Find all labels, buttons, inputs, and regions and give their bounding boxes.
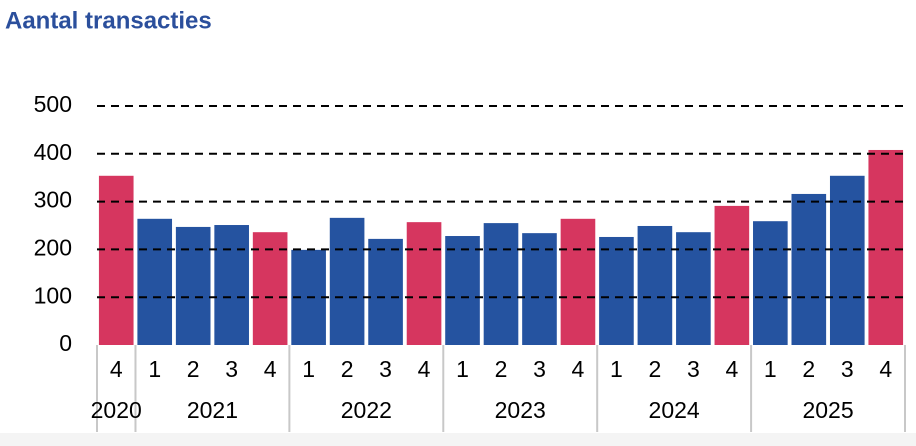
bar [676, 232, 711, 345]
x-tick-label: 2 [649, 356, 662, 382]
y-tick-label: 0 [59, 330, 72, 356]
y-tick-label: 200 [34, 234, 72, 260]
footer-band [0, 433, 916, 446]
x-tick-label: 4 [725, 356, 738, 382]
x-tick-label: 1 [302, 356, 315, 382]
bar [445, 236, 480, 345]
x-tick-label: 2 [495, 356, 508, 382]
x-tick-label: 1 [764, 356, 777, 382]
x-group-label: 2021 [187, 397, 238, 423]
bar [753, 221, 788, 345]
x-tick-label: 3 [687, 356, 700, 382]
y-tick-label: 100 [34, 282, 72, 308]
bar [637, 225, 673, 345]
x-tick-label: 1 [610, 356, 623, 382]
bar [522, 233, 557, 345]
bar [599, 236, 634, 345]
x-tick-label: 2 [341, 356, 354, 382]
bar [560, 218, 596, 345]
x-tick-label: 4 [110, 356, 123, 382]
x-tick-label: 1 [456, 356, 469, 382]
y-tick-label: 400 [34, 139, 72, 165]
bar [98, 175, 134, 345]
x-group-label: 2024 [649, 397, 700, 423]
x-tick-label: 3 [841, 356, 854, 382]
x-tick-label: 2 [802, 356, 815, 382]
x-group-label: 2022 [341, 397, 392, 423]
bar [252, 232, 288, 345]
y-tick-label: 300 [34, 187, 72, 213]
x-tick-label: 4 [879, 356, 892, 382]
bar [714, 205, 750, 345]
x-tick-label: 4 [572, 356, 585, 382]
x-group-label: 2025 [802, 397, 853, 423]
x-tick-label: 3 [225, 356, 238, 382]
bar [214, 225, 249, 345]
bar [329, 217, 365, 345]
x-tick-label: 4 [264, 356, 277, 382]
bar [829, 175, 865, 345]
bar [483, 223, 519, 345]
x-tick-label: 3 [379, 356, 392, 382]
bar [368, 238, 403, 345]
y-tick-label: 500 [34, 91, 72, 117]
bar [868, 149, 904, 345]
bar [406, 222, 442, 345]
x-group-label: 2020 [91, 397, 142, 423]
chart-title: Aantal transacties [5, 7, 212, 34]
bar [791, 193, 827, 345]
x-tick-label: 3 [533, 356, 546, 382]
bar [175, 226, 211, 345]
bar [137, 218, 173, 345]
x-group-label: 2023 [495, 397, 546, 423]
x-tick-label: 2 [187, 356, 200, 382]
x-tick-label: 1 [148, 356, 161, 382]
x-tick-label: 4 [418, 356, 431, 382]
